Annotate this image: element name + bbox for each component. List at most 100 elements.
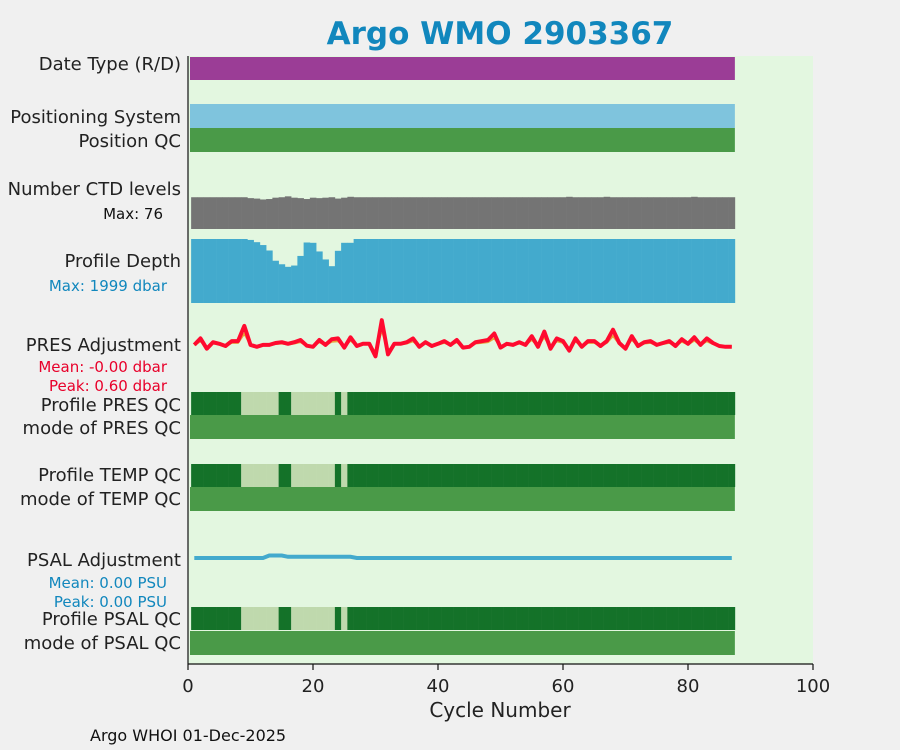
profile-pres-qc-cell (197, 392, 204, 415)
profile-temp-qc-cell (366, 464, 373, 487)
profile-psal-qc-cell (328, 607, 336, 630)
profile-temp-qc-cell (247, 464, 254, 487)
profile-psal-qc-cell (584, 607, 592, 630)
profile-temp-qc-cell (291, 464, 298, 487)
profile-temp-qc-cell (553, 464, 561, 487)
label-pres-peak: Peak: 0.60 dbar (49, 377, 168, 395)
ctd-level-bar (653, 197, 661, 229)
ctd-level-bar (522, 197, 529, 229)
profile-temp-qc-cell (228, 464, 236, 487)
profile-depth-bar (509, 239, 517, 303)
label-profile-depth: Profile Depth (64, 251, 181, 272)
ctd-level-bar (291, 197, 298, 229)
ctd-level-bar (453, 197, 461, 229)
ctd-level-bar (684, 197, 692, 229)
profile-psal-qc-cell (678, 607, 686, 630)
label-profile-pres-qc: Profile PRES QC (41, 395, 181, 416)
profile-pres-qc-cell (622, 392, 629, 415)
ctd-level-bar (347, 196, 354, 229)
ctd-level-bar (466, 197, 473, 229)
profile-temp-qc-cell (541, 464, 548, 487)
profile-temp-qc-cell (609, 464, 617, 487)
profile-pres-qc-cell (372, 392, 379, 415)
profile-psal-qc-cell (197, 607, 204, 630)
profile-depth-bar (353, 239, 361, 303)
label-positioning-system: Positioning System (10, 107, 181, 128)
profile-psal-qc-cell (253, 607, 261, 630)
profile-temp-qc-cell (222, 464, 229, 487)
profile-temp-qc-cell (459, 464, 467, 487)
profile-psal-qc-cell (391, 607, 398, 630)
ctd-level-bar (566, 196, 573, 229)
profile-pres-qc-cell (672, 392, 679, 415)
profile-temp-qc-cell (647, 464, 654, 487)
profile-psal-qc-cell (722, 607, 729, 630)
profile-temp-qc-cell (497, 464, 504, 487)
profile-temp-qc-cell (334, 464, 342, 487)
profile-pres-qc-cell (247, 392, 254, 415)
ctd-level-bar (459, 197, 467, 229)
profile-pres-qc-cell (691, 392, 698, 415)
profile-temp-qc-cell (528, 464, 536, 487)
profile-depth-bar (628, 239, 636, 303)
profile-pres-qc-cell (541, 392, 548, 415)
profile-psal-qc-cell (428, 607, 436, 630)
ctd-level-bar (616, 197, 623, 229)
profile-psal-qc-cell (241, 607, 248, 630)
profile-psal-qc-cell (641, 607, 648, 630)
profile-temp-qc-cell (309, 464, 317, 487)
profile-pres-qc-cell (347, 392, 354, 415)
profile-psal-qc-cell (297, 607, 304, 630)
profile-depth-bar (359, 239, 367, 303)
profile-psal-qc-cell (247, 607, 254, 630)
profile-psal-qc-cell (453, 607, 461, 630)
profile-psal-qc-cell (503, 607, 511, 630)
ctd-level-bar (191, 197, 198, 229)
profile-temp-qc-cell (397, 464, 404, 487)
ctd-level-bar (359, 197, 367, 229)
ctd-level-bar (309, 197, 317, 229)
profile-depth-bar (253, 242, 261, 303)
profile-pres-qc-cell (272, 392, 279, 415)
profile-pres-qc-cell (534, 392, 542, 415)
profile-pres-qc-cell (503, 392, 511, 415)
profile-temp-qc-cell (403, 464, 411, 487)
profile-temp-qc-cell (603, 464, 611, 487)
profile-depth-bar (709, 239, 717, 303)
profile-depth-bar (241, 239, 248, 303)
ctd-level-bar (497, 197, 504, 229)
profile-psal-qc-cell (653, 607, 661, 630)
plot-area (188, 56, 813, 664)
label-mode-psal-qc: mode of PSAL QC (24, 633, 181, 654)
profile-depth-bar (547, 239, 554, 303)
profile-depth-bar (541, 239, 548, 303)
label-psal-adjustment: PSAL Adjustment (27, 550, 181, 571)
profile-pres-qc-cell (497, 392, 504, 415)
profile-depth-bar (209, 239, 217, 303)
profile-pres-qc-cell (722, 392, 729, 415)
profile-pres-qc-cell (491, 392, 498, 415)
profile-depth-bar (222, 239, 229, 303)
ctd-level-bar (597, 197, 604, 229)
profile-psal-qc-cell (528, 607, 536, 630)
profile-psal-qc-cell (322, 607, 329, 630)
profile-psal-qc-cell (728, 607, 736, 630)
profile-temp-qc-cell (703, 464, 711, 487)
profile-temp-qc-cell (516, 464, 523, 487)
profile-temp-qc-cell (722, 464, 729, 487)
profile-depth-bar (703, 239, 711, 303)
ctd-level-bar (559, 197, 567, 229)
profile-depth-bar (391, 239, 398, 303)
ctd-level-bar (284, 196, 292, 229)
profile-temp-qc-cell (347, 464, 354, 487)
profile-temp-qc-cell (728, 464, 736, 487)
ctd-level-bar (678, 197, 686, 229)
profile-psal-qc-cell (222, 607, 229, 630)
ctd-level-bar (434, 197, 442, 229)
profile-psal-qc-cell (416, 607, 423, 630)
profile-temp-qc-cell (191, 464, 198, 487)
profile-depth-bar (597, 239, 604, 303)
profile-pres-qc-cell (641, 392, 648, 415)
ctd-level-bar (266, 199, 273, 229)
profile-temp-qc-cell (209, 464, 217, 487)
